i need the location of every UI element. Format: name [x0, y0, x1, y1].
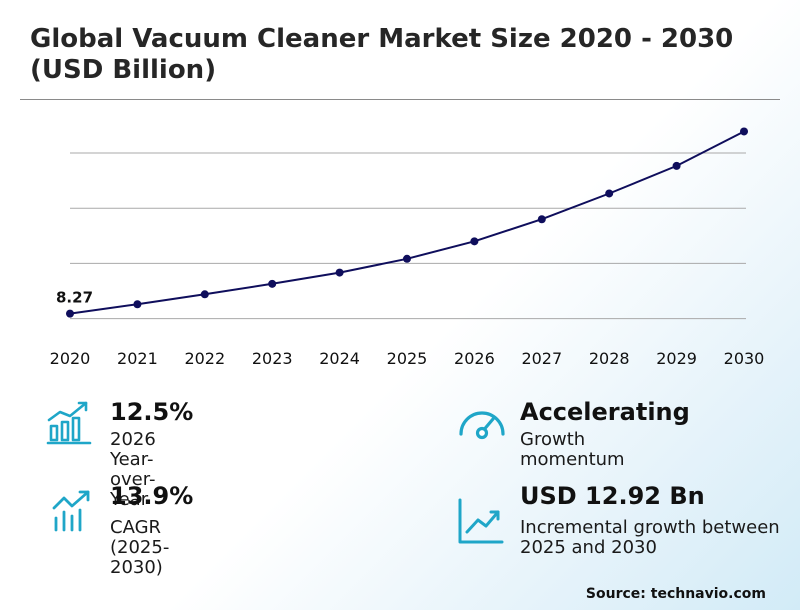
- data-point-2022: [200, 290, 209, 299]
- kpi-momentum-label: Growth momentum: [520, 429, 625, 470]
- data-point-2021: [133, 300, 142, 309]
- title-divider: [20, 99, 780, 100]
- source-credit: Source: technavio.com: [585, 586, 766, 602]
- data-point-2025: [403, 254, 411, 263]
- x-tick-label-2027: 2027: [521, 349, 562, 368]
- line-chart: 8.27 2020 2021 2022 2023 2024 2025 2026 2027 202…: [50, 127, 765, 368]
- chart-title: Global Vacuum Cleaner Market Size 2020 -…: [30, 24, 734, 85]
- data-point-2028: [605, 189, 614, 198]
- kpi-cagr-value: 13.9%: [110, 482, 194, 510]
- trend-bars-icon: [52, 490, 90, 532]
- x-tick-label-2023: 2023: [252, 349, 293, 368]
- kpi-yoy-value: 12.5%: [110, 398, 194, 426]
- x-tick-label-2026: 2026: [454, 349, 495, 368]
- line-trend-icon: [458, 498, 504, 544]
- x-tick-label-2030: 2030: [724, 349, 765, 368]
- data-point-2029: [672, 161, 681, 170]
- series-line: [69, 130, 745, 315]
- x-tick-label-2022: 2022: [184, 349, 225, 368]
- x-tick-label-2028: 2028: [589, 349, 630, 368]
- x-tick-label-2020: 2020: [50, 349, 91, 368]
- data-label-2020: 8.27: [56, 289, 93, 307]
- x-tick-label-2021: 2021: [117, 349, 158, 368]
- x-axis-ticks: 2020 2021 2022 2023 2024 2025 2026 2027 2028 2029…: [50, 349, 765, 368]
- kpi-incremental-label: Incremental growth between 2025 and 2030: [520, 517, 780, 558]
- x-tick-label-2024: 2024: [319, 349, 360, 368]
- bar-chart-icon: [46, 401, 92, 445]
- kpi-momentum-value: Accelerating: [520, 398, 690, 426]
- x-tick-label-2029: 2029: [656, 349, 697, 368]
- gauge-icon: [459, 411, 505, 440]
- data-point-2023: [268, 279, 277, 288]
- data-point-2030: [740, 127, 748, 136]
- data-point-2026: [470, 237, 479, 246]
- data-points: [66, 127, 748, 318]
- x-tick-label-2025: 2025: [387, 349, 428, 368]
- grid-lines: [70, 152, 746, 320]
- data-labels: 8.27: [56, 289, 93, 307]
- kpi-incremental-value: USD 12.92 Bn: [520, 482, 705, 510]
- data-point-2020: [66, 309, 74, 318]
- kpi-yoy-label: 2026 Year-over-Year: [110, 429, 156, 510]
- kpi-cagr-label: CAGR (2025-2030): [110, 517, 170, 578]
- data-point-2024: [335, 268, 344, 277]
- data-point-2027: [537, 215, 546, 224]
